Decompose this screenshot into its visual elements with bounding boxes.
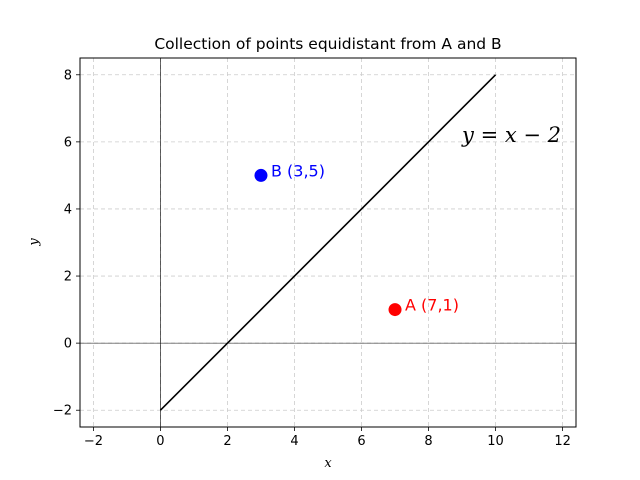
plot-frame	[79, 57, 577, 428]
y-tick-label-3: 4	[64, 202, 72, 217]
x-tick-label-3: 4	[290, 434, 298, 449]
x-tick-label-4: 6	[357, 434, 365, 449]
y-axis-ticks: −2 0 2 4 6 8	[53, 68, 80, 419]
x-axis-ticks: −2 0 2 4 6 8 10 12	[84, 427, 571, 449]
line-equation-label: y = x − 2	[461, 123, 561, 147]
point-label-A: A (7,1)	[405, 296, 459, 315]
point-label-B: B (3,5)	[271, 161, 325, 180]
zero-axis-lines	[80, 58, 576, 427]
y-tick-label-5: 8	[64, 68, 72, 83]
x-tick-label-0: −2	[84, 434, 103, 449]
series	[159, 74, 497, 411]
chart-title: Collection of points equidistant from A …	[154, 35, 501, 53]
x-tick-label-7: 12	[554, 434, 571, 449]
y-axis-label: y	[27, 238, 42, 247]
point-B	[254, 168, 268, 182]
y-tick-label-4: 6	[64, 135, 72, 150]
y-tick-label-0: −2	[53, 404, 72, 419]
points: A (7,1) B (3,5)	[254, 161, 459, 317]
x-axis-label: x	[324, 456, 332, 471]
grid	[80, 58, 576, 427]
x-tick-label-2: 2	[223, 434, 231, 449]
y-tick-label-2: 2	[64, 270, 72, 285]
series-line-y-equals-x-minus-2	[159, 74, 497, 411]
point-A	[388, 303, 402, 317]
x-tick-label-5: 8	[424, 434, 432, 449]
x-tick-label-6: 10	[487, 434, 504, 449]
y-tick-label-1: 0	[64, 337, 72, 352]
x-tick-label-1: 0	[156, 434, 164, 449]
